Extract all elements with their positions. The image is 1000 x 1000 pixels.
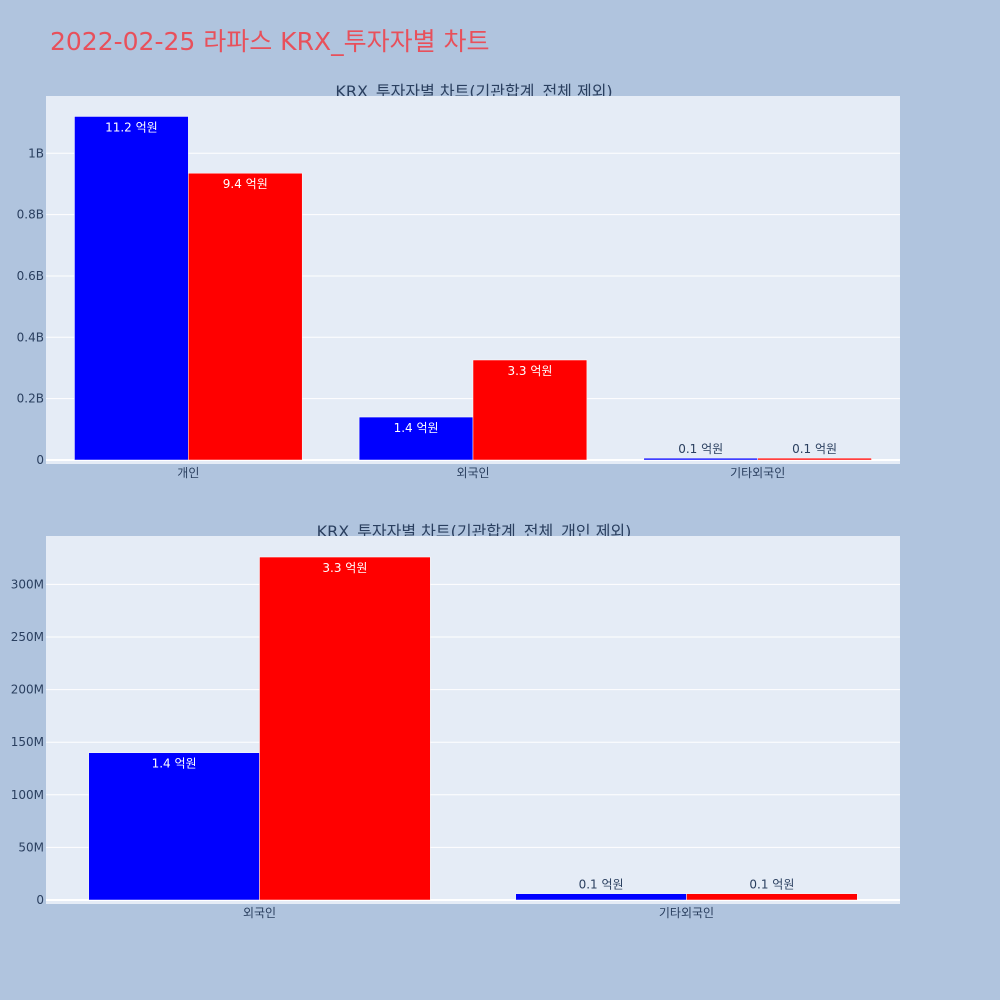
x-tick-label: 외국인 xyxy=(456,466,489,480)
y-tick-label: 50M xyxy=(18,840,44,854)
y-tick-label: 0.8B xyxy=(17,208,44,222)
page-title: 2022-02-25 라파스 KRX_투자자별 차트 xyxy=(50,27,490,56)
y-tick-label: 0 xyxy=(36,453,44,467)
data-label: 1.4 억원 xyxy=(394,421,439,435)
y-tick-label: 250M xyxy=(11,630,44,644)
y-tick-label: 0.6B xyxy=(17,269,44,283)
data-label: 0.1 억원 xyxy=(579,878,624,892)
data-label: 1.4 억원 xyxy=(152,757,197,771)
data-label: 11.2 억원 xyxy=(105,120,158,134)
y-tick-label: 0.2B xyxy=(17,392,44,406)
y-tick-label: 0.4B xyxy=(17,330,44,344)
bar xyxy=(515,893,687,901)
data-label: 3.3 억원 xyxy=(322,561,367,575)
x-tick-label: 외국인 xyxy=(243,906,276,920)
data-label: 0.1 억원 xyxy=(678,442,723,456)
y-tick-label: 0 xyxy=(36,893,44,907)
bar xyxy=(472,359,588,461)
y-tick-label: 300M xyxy=(11,577,44,591)
bar xyxy=(188,172,303,461)
bar xyxy=(74,116,189,461)
bar xyxy=(259,556,431,901)
x-tick-label: 기타외국인 xyxy=(730,466,785,480)
x-tick-label: 기타외국인 xyxy=(659,906,714,920)
bar xyxy=(686,893,858,901)
y-tick-label: 100M xyxy=(11,788,44,802)
data-label: 0.1 억원 xyxy=(792,442,837,456)
data-label: 3.3 억원 xyxy=(507,364,552,378)
bar xyxy=(88,752,260,901)
y-tick-label: 200M xyxy=(11,683,44,697)
data-label: 9.4 억원 xyxy=(223,177,268,191)
bar xyxy=(358,416,474,461)
data-label: 0.1 억원 xyxy=(749,878,794,892)
bar xyxy=(757,457,872,461)
y-tick-label: 150M xyxy=(11,735,44,749)
x-tick-label: 개인 xyxy=(177,466,199,480)
y-tick-label: 1B xyxy=(28,146,44,160)
